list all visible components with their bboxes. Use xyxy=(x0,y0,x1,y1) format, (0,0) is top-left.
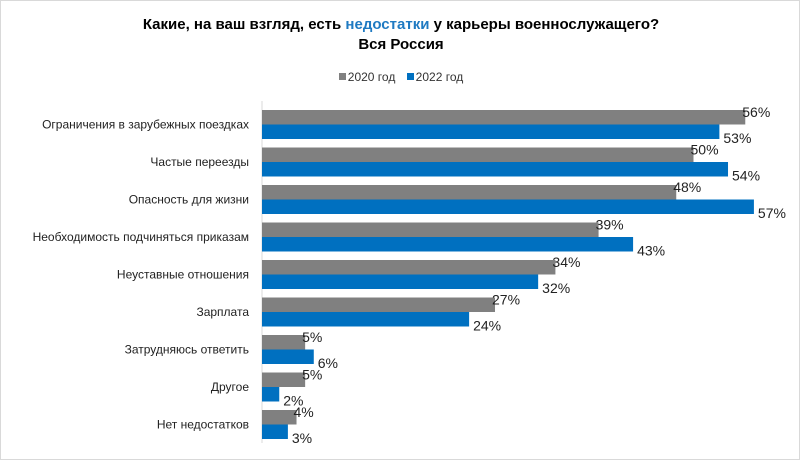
data-label-2022: 57% xyxy=(758,205,786,221)
bar-2022 xyxy=(262,387,280,402)
data-label-2022: 2% xyxy=(283,393,303,409)
data-label-2020: 4% xyxy=(294,404,314,420)
data-label-2020: 5% xyxy=(302,329,322,345)
bar-2022 xyxy=(262,349,314,364)
legend-label-2022: 2022 год xyxy=(415,69,464,84)
bar-2020 xyxy=(262,297,496,312)
category-label: Зарплата xyxy=(196,305,249,319)
bar-2020 xyxy=(262,185,677,200)
data-label-2022: 32% xyxy=(542,280,570,296)
bar-2022 xyxy=(262,312,470,327)
chart-subtitle: Вся Россия xyxy=(358,36,444,53)
data-label-2020: 48% xyxy=(673,179,701,195)
category-label: Опасность для жизни xyxy=(129,193,249,207)
category-label: Частые переезды xyxy=(150,155,249,169)
bar-2022 xyxy=(262,274,539,289)
data-label-2022: 6% xyxy=(318,355,338,371)
title-part-3: у карьеры военнослужащего? xyxy=(429,16,660,33)
legend-swatch-2020 xyxy=(338,73,346,80)
legend: 2020 год 2022 год xyxy=(1,69,799,84)
data-label-2022: 53% xyxy=(723,130,751,146)
bar-2022 xyxy=(262,199,754,214)
legend-item-2022: 2022 год xyxy=(406,69,464,84)
bar-2022 xyxy=(262,424,288,439)
title-highlight: недостатки xyxy=(345,16,430,33)
bar-2020 xyxy=(262,260,556,275)
bar-2020 xyxy=(262,372,306,387)
data-label-2020: 27% xyxy=(492,292,520,308)
bar-2022 xyxy=(262,162,729,177)
data-label-2020: 50% xyxy=(691,142,719,158)
legend-item-2020: 2020 год xyxy=(338,69,396,84)
data-label-2022: 43% xyxy=(637,243,665,259)
bar-2020 xyxy=(262,335,306,350)
category-label: Ограничения в зарубежных поездках xyxy=(42,118,249,132)
bar-2020 xyxy=(262,222,599,237)
category-label: Нет недостатков xyxy=(157,418,249,432)
bar-2020 xyxy=(262,147,694,162)
data-label-2022: 54% xyxy=(732,168,760,184)
bar-2022 xyxy=(262,124,720,139)
data-label-2020: 39% xyxy=(596,217,624,233)
title-part-1: Какие, на ваш взгляд, есть xyxy=(142,16,346,33)
chart-title: Какие, на ваш взгляд, есть недостатки у … xyxy=(1,15,799,55)
legend-label-2020: 2020 год xyxy=(347,69,396,84)
bar-2022 xyxy=(262,237,634,252)
bar-2020 xyxy=(262,410,297,425)
category-label: Неуставные отношения xyxy=(117,268,249,282)
bar-2020 xyxy=(262,110,746,125)
data-label-2020: 34% xyxy=(552,254,580,270)
category-label: Затрудняюсь ответить xyxy=(125,343,249,357)
legend-swatch-2022 xyxy=(406,73,414,80)
category-label: Другое xyxy=(211,380,249,394)
data-label-2022: 24% xyxy=(473,318,501,334)
category-label: Необходимость подчиняться приказам xyxy=(33,230,249,244)
data-label-2020: 5% xyxy=(302,367,322,383)
data-label-2020: 56% xyxy=(742,104,770,120)
data-label-2022: 3% xyxy=(292,430,312,446)
